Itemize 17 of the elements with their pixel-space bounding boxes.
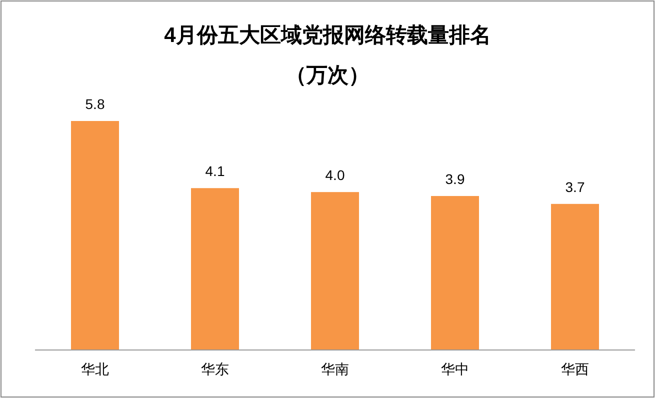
x-tick-label: 华南 (321, 361, 349, 377)
data-label: 4.1 (205, 163, 225, 180)
x-tick-label: 华北 (81, 361, 109, 377)
chart-title: 4月份五大区域党报网络转载量排名 (164, 24, 491, 47)
data-label: 5.8 (85, 96, 105, 112)
chart-subtitle: （万次） (286, 64, 370, 87)
bar (311, 192, 359, 350)
x-tick-label: 华东 (201, 361, 229, 377)
data-label: 4.0 (325, 167, 345, 184)
data-label: 3.7 (565, 178, 585, 195)
bar (191, 188, 239, 350)
x-tick-label: 华西 (561, 361, 589, 377)
bar (551, 204, 599, 350)
data-label: 3.9 (445, 171, 465, 188)
bar (71, 121, 119, 350)
x-tick-label: 华中 (441, 361, 469, 377)
bar (431, 196, 479, 350)
